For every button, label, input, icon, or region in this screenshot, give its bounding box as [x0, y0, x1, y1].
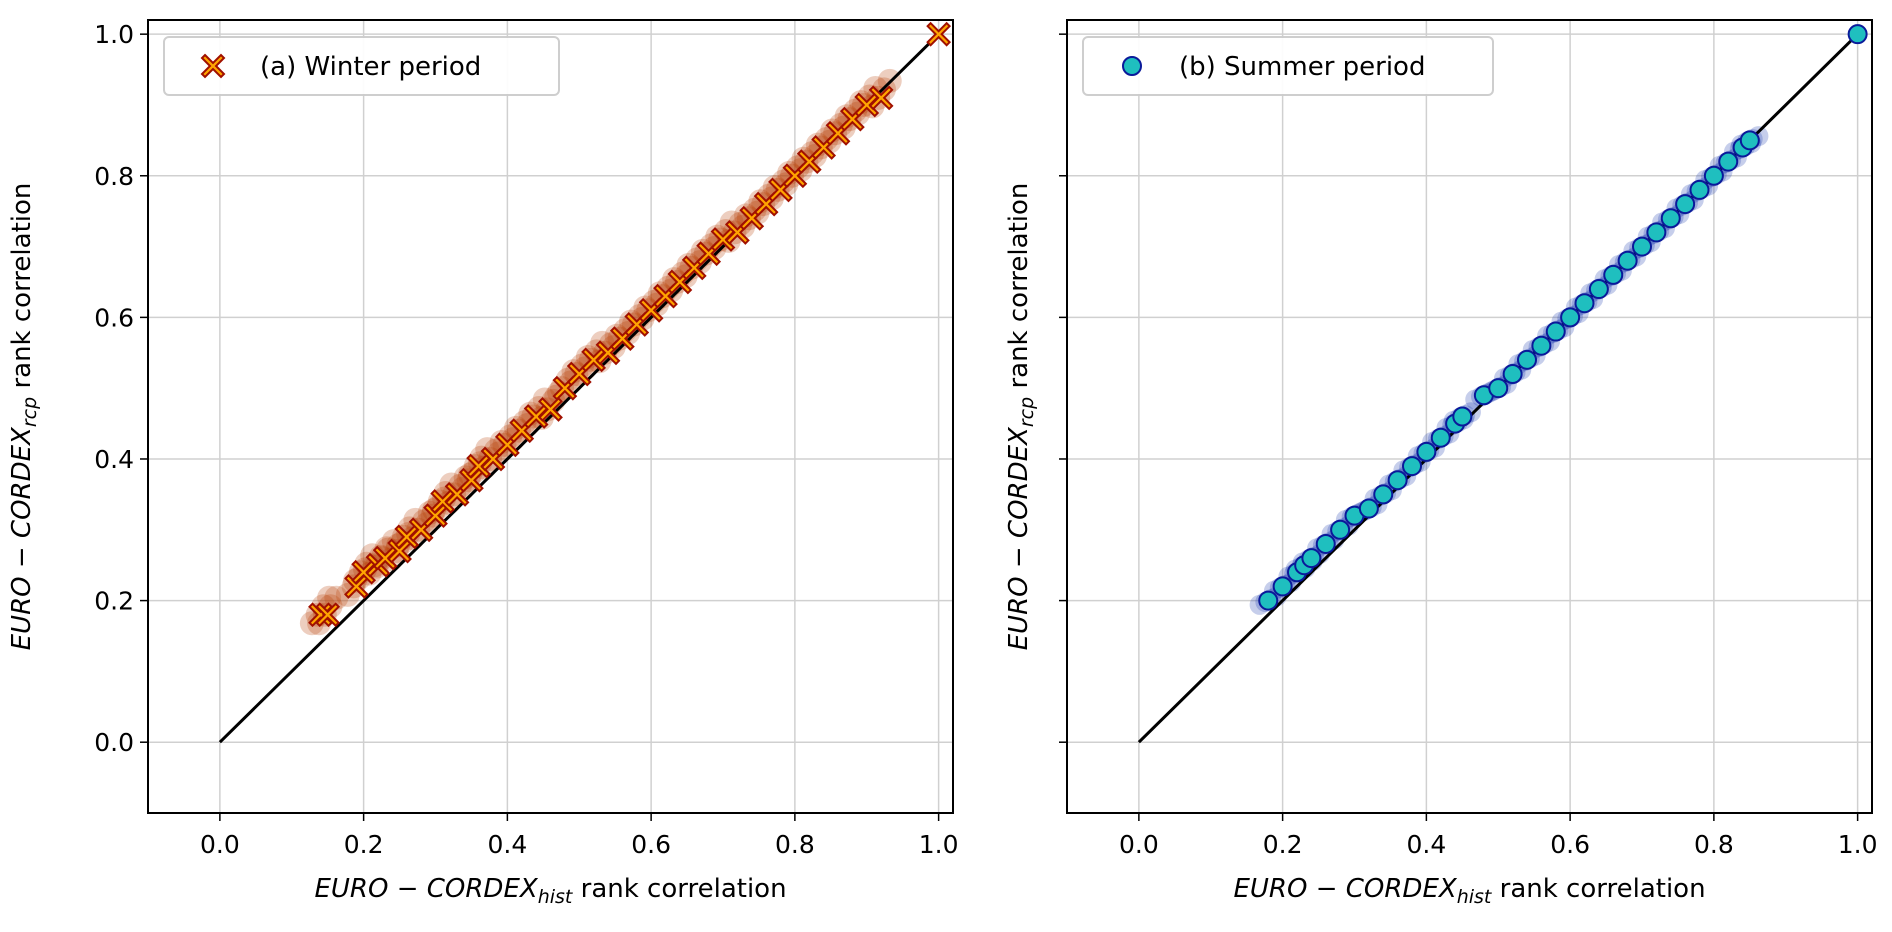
y-tick-label: 1.0: [94, 20, 134, 49]
data-point: [1452, 406, 1473, 427]
x-tick-label: 0.4: [487, 830, 527, 859]
y-axis-label: EURO − CORDEXrcp rank correlation: [7, 183, 41, 651]
data-point: [1718, 151, 1739, 172]
data-point: [1603, 264, 1624, 285]
data-point: [1373, 484, 1394, 505]
data-point: [1315, 533, 1336, 554]
legend-box: [1082, 36, 1494, 96]
data-point: [1689, 179, 1710, 200]
x-axis-label: EURO − CORDEXhist rank correlation: [1233, 874, 1705, 908]
y-label-tail: rank correlation: [7, 183, 37, 397]
data-point: [1301, 548, 1322, 569]
data-point: [1430, 427, 1451, 448]
data-point: [1272, 576, 1293, 597]
data-point: [1574, 293, 1595, 314]
data-point: [1632, 236, 1652, 257]
x-label-tail: rank correlation: [572, 874, 786, 904]
y-tick-label: 0.6: [94, 303, 134, 332]
x-label-main: EURO − CORDEX: [1233, 874, 1457, 904]
data-point: [1517, 349, 1537, 370]
x-axis-label: EURO − CORDEXhist rank correlation: [314, 874, 786, 908]
y-label-tail: rank correlation: [1004, 183, 1034, 397]
legend-marker-icon: [1122, 56, 1142, 76]
x-tick-label: 0.0: [1119, 830, 1159, 859]
x-label-main: EURO − CORDEX: [314, 874, 538, 904]
data-point: [868, 85, 894, 111]
data-point: [1330, 519, 1351, 540]
data-point: [1258, 590, 1279, 611]
data-point: [1358, 498, 1379, 519]
legend: (a) Winter period: [163, 36, 560, 96]
y-label-sub: rcp: [1016, 397, 1038, 427]
y-tick-label: 0.4: [94, 445, 134, 474]
x-label-sub: hist: [1457, 886, 1493, 908]
axes-frame: [147, 19, 954, 814]
x-label-tail: rank correlation: [1491, 874, 1705, 904]
legend-label: (a) Winter period: [260, 52, 481, 82]
x-tick-label: 0.6: [631, 830, 671, 859]
data-point: [1402, 456, 1422, 477]
legend-label: (b) Summer period: [1179, 52, 1425, 82]
data-point: [1416, 441, 1437, 462]
data-point: [1703, 165, 1724, 186]
x-tick-label: 0.8: [1694, 830, 1734, 859]
x-tick-label: 0.8: [775, 830, 815, 859]
data-point: [1588, 279, 1609, 300]
legend-marker-icon: [200, 53, 226, 79]
legend-box: [163, 36, 560, 96]
data-point: [1646, 222, 1667, 243]
panel-b: 0.0 0.2 0.4 0.6 0.8 1.0 (b) Summer period EURO …: [1004, 19, 1878, 908]
x-tick-label: 0.0: [200, 830, 240, 859]
data-point: [1531, 335, 1552, 356]
data-point: [1502, 364, 1523, 385]
y-tick-label: 0.0: [94, 728, 134, 757]
data-point: [1847, 24, 1868, 45]
x-tick-label: 0.2: [344, 830, 384, 859]
panel-a: 0.0 0.2 0.4 0.6 0.8 1.0 0.0 0.2 0.4 0.6 0.8 1.0 (a) …: [7, 19, 959, 908]
data-point: [1545, 321, 1566, 342]
y-axis-label: EURO − CORDEXrcp rank correlation: [1004, 183, 1038, 651]
x-tick-label: 1.0: [919, 830, 959, 859]
scatter-cloud-point: [324, 585, 349, 610]
x-tick-label: 0.4: [1406, 830, 1446, 859]
x-label-sub: hist: [538, 886, 574, 908]
data-point: [1739, 130, 1760, 151]
data-point: [1675, 194, 1696, 215]
data-point: [1617, 250, 1638, 271]
x-tick-label: 1.0: [1838, 830, 1878, 859]
data-point: [1660, 208, 1681, 229]
data-point: [1387, 470, 1408, 491]
x-tick-label: 0.6: [1550, 830, 1590, 859]
y-tick-label: 0.2: [94, 587, 134, 616]
x-tick-label: 0.2: [1263, 830, 1303, 859]
axes-frame: [1066, 19, 1873, 814]
legend: (b) Summer period: [1082, 36, 1494, 96]
y-label-main: EURO − CORDEX: [1004, 426, 1034, 650]
data-point: [926, 21, 952, 47]
y-label-sub: rcp: [19, 397, 41, 427]
data-point: [1488, 378, 1509, 399]
data-point: [315, 602, 341, 628]
data-point: [1560, 307, 1581, 328]
y-tick-label: 0.8: [94, 162, 134, 191]
y-label-main: EURO − CORDEX: [7, 426, 37, 650]
